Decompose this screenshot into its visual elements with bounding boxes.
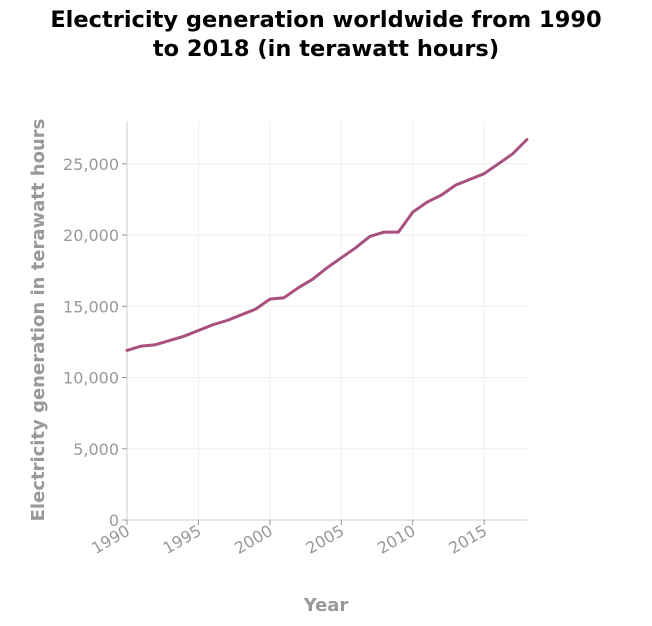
x-tick-label: 1995 bbox=[160, 521, 205, 558]
series-layer bbox=[125, 138, 529, 352]
gridlines bbox=[127, 121, 527, 520]
series-line bbox=[125, 138, 529, 352]
y-axis-label: Electricity generation in terawatt hours bbox=[28, 119, 49, 522]
y-tick-label: 25,000 bbox=[63, 155, 119, 174]
chart-title-line-2: to 2018 (in terawatt hours) bbox=[152, 36, 500, 62]
axes bbox=[122, 121, 527, 525]
x-tick-labels: 1990 1995 2000 2005 2010 2015 bbox=[88, 521, 490, 558]
chart-title-line-1: Electricity generation worldwide from 19… bbox=[50, 7, 602, 33]
y-tick-label: 20,000 bbox=[63, 226, 119, 245]
y-tick-label: 15,000 bbox=[63, 297, 119, 316]
x-tick-label: 2000 bbox=[231, 521, 276, 558]
y-tick-label: 10,000 bbox=[63, 369, 119, 388]
x-tick-label: 2015 bbox=[445, 521, 490, 558]
y-tick-labels: 0 5,000 10,000 15,000 20,000 25,000 bbox=[63, 155, 119, 530]
y-tick-label: 5,000 bbox=[73, 440, 119, 459]
y-tick-label: 0 bbox=[109, 511, 119, 530]
x-tick-label: 2005 bbox=[303, 521, 348, 558]
chart-title: Electricity generation worldwide from 19… bbox=[0, 6, 652, 64]
x-tick-label: 2010 bbox=[374, 521, 419, 558]
x-axis-label: Year bbox=[303, 595, 349, 616]
